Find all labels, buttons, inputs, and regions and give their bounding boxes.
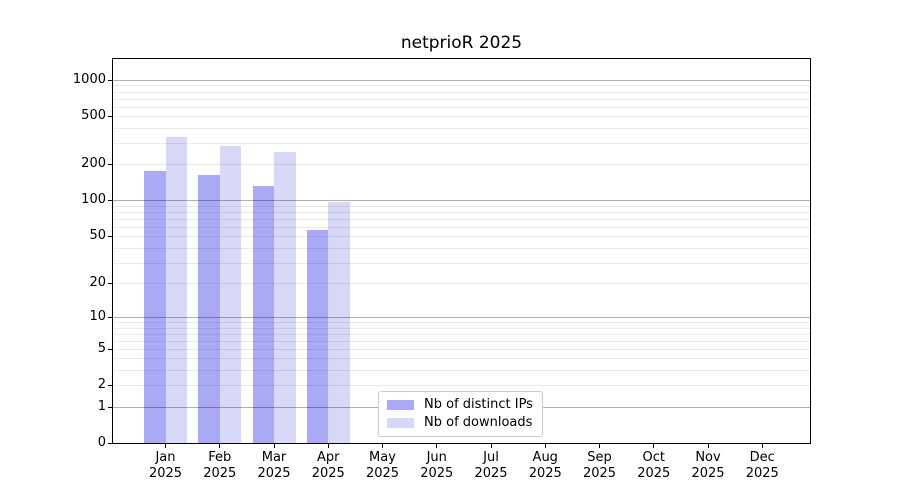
bar-distinct-ips-jan-2025: [144, 171, 166, 443]
y-tick-mark-100: [108, 200, 112, 202]
gridline-minor: [113, 262, 810, 264]
y-tick-label-100: 100: [81, 192, 106, 208]
gridline-minor: [113, 85, 810, 87]
gridline-minor: [113, 205, 810, 207]
legend-swatch-downloads: [387, 418, 414, 428]
y-tick-label-500: 500: [81, 108, 106, 124]
y-tick-label-1000: 1000: [72, 71, 106, 87]
x-tick-mark-jan-2025: [165, 444, 166, 448]
x-tick-label-jul-2025: Jul 2025: [474, 450, 508, 481]
y-tick-label-1: 1: [97, 398, 106, 414]
x-tick-mark-dec-2025: [761, 444, 763, 448]
gridline-minor: [113, 164, 810, 166]
x-tick-label-dec-2025: Dec 2025: [745, 450, 779, 481]
bar-downloads-jan-2025: [165, 136, 187, 443]
gridline-minor: [113, 370, 810, 372]
gridline-minor: [113, 283, 810, 284]
y-tick-mark-500: [108, 116, 112, 118]
x-tick-label-feb-2025: Feb 2025: [203, 450, 237, 481]
x-tick-mark-sep-2025: [599, 444, 600, 448]
gridline-minor: [113, 106, 810, 108]
gridline-major: [113, 316, 810, 318]
gridline-minor: [113, 327, 810, 329]
x-tick-mark-aug-2025: [544, 444, 546, 448]
y-tick-label-20: 20: [89, 275, 106, 290]
legend-swatch-distinct-ips: [387, 400, 414, 410]
chart-title: netprioR 2025: [400, 33, 523, 53]
bar-downloads-feb-2025: [219, 146, 242, 443]
y-tick-label-10: 10: [89, 308, 106, 324]
gridline-minor: [113, 212, 810, 214]
legend-label-distinct-ips: Nb of distinct IPs: [424, 397, 533, 412]
gridline-minor: [113, 143, 810, 145]
bar-distinct-ips-feb-2025: [198, 174, 220, 443]
y-tick-mark-20: [108, 283, 112, 284]
x-tick-mark-feb-2025: [219, 444, 221, 448]
y-tick-mark-0: [108, 443, 112, 444]
bar-distinct-ips-apr-2025: [306, 229, 329, 443]
gridline-minor: [113, 358, 810, 360]
gridline-minor: [113, 247, 810, 249]
legend-item-downloads: Nb of downloads: [387, 414, 534, 432]
y-tick-label-50: 50: [89, 228, 106, 244]
x-tick-label-jan-2025: Jan 2025: [148, 450, 183, 481]
x-tick-mark-jul-2025: [490, 444, 492, 448]
gridline-major: [113, 79, 810, 81]
gridline-minor: [113, 218, 810, 220]
y-tick-mark-1: [108, 406, 112, 408]
x-tick-label-may-2025: May 2025: [365, 450, 400, 481]
x-tick-mark-may-2025: [382, 444, 383, 448]
gridline-minor: [113, 91, 810, 93]
bar-distinct-ips-mar-2025: [252, 185, 274, 443]
x-tick-label-nov-2025: Nov 2025: [691, 450, 725, 481]
x-tick-label-oct-2025: Oct 2025: [637, 450, 671, 481]
x-tick-label-mar-2025: Mar 2025: [257, 450, 291, 481]
y-tick-mark-200: [108, 164, 112, 166]
x-tick-mark-jun-2025: [436, 444, 438, 448]
x-tick-mark-apr-2025: [327, 444, 329, 448]
gridline-minor: [113, 98, 810, 100]
y-tick-label-5: 5: [97, 340, 106, 356]
gridline-minor: [113, 128, 810, 130]
y-tick-label-0: 0: [97, 435, 106, 450]
gridline-minor: [113, 340, 810, 342]
y-tick-label-200: 200: [81, 156, 106, 172]
x-tick-label-aug-2025: Aug 2025: [528, 450, 562, 481]
gridline-major: [113, 200, 810, 202]
y-tick-mark-2: [108, 385, 112, 387]
x-tick-mark-nov-2025: [707, 444, 709, 448]
legend-label-downloads: Nb of downloads: [424, 415, 533, 430]
legend-item-distinct-ips: Nb of distinct IPs: [387, 396, 534, 414]
x-tick-label-jun-2025: Jun 2025: [420, 450, 454, 481]
x-tick-mark-mar-2025: [273, 444, 275, 448]
y-tick-label-2: 2: [97, 377, 106, 393]
gridline-minor: [113, 116, 810, 118]
bar-downloads-mar-2025: [274, 152, 296, 443]
y-tick-mark-1000: [108, 79, 112, 81]
gridline-minor: [113, 333, 810, 335]
x-tick-label-sep-2025: Sep 2025: [582, 450, 617, 481]
bar-downloads-apr-2025: [328, 202, 350, 443]
x-tick-mark-oct-2025: [653, 444, 655, 448]
gridline-minor: [113, 322, 810, 323]
x-tick-label-apr-2025: Apr 2025: [311, 450, 345, 481]
plot-area: [112, 58, 811, 444]
legend: Nb of distinct IPs Nb of downloads: [378, 391, 543, 437]
gridline-minor: [113, 385, 810, 387]
gridline-minor: [113, 226, 810, 228]
y-tick-mark-50: [108, 236, 112, 238]
gridline-minor: [113, 348, 810, 350]
y-tick-mark-10: [108, 316, 112, 318]
y-tick-mark-5: [108, 348, 112, 350]
gridline-minor: [113, 236, 810, 238]
